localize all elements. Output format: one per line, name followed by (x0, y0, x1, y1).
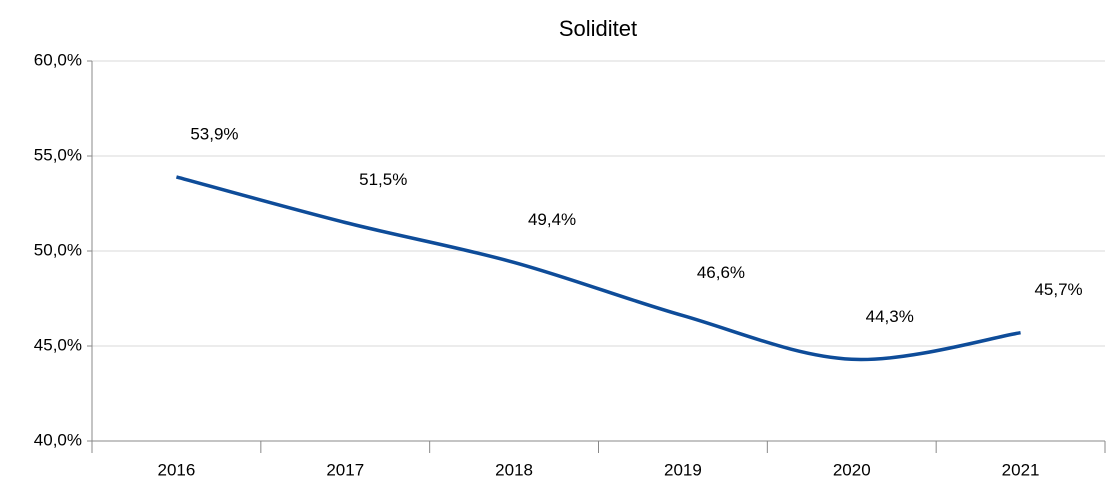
x-tick-label: 2021 (1002, 460, 1040, 479)
y-tick-label: 50,0% (34, 240, 82, 259)
y-tick-label: 55,0% (34, 145, 82, 164)
x-tick-label: 2016 (158, 460, 196, 479)
x-tick-label: 2020 (833, 460, 871, 479)
x-tick-label: 2019 (664, 460, 702, 479)
data-label: 44,3% (866, 307, 914, 326)
data-label: 51,5% (359, 170, 407, 189)
chart-title: Soliditet (559, 16, 637, 41)
y-tick-label: 60,0% (34, 50, 82, 69)
y-tick-label: 40,0% (34, 430, 82, 449)
data-label: 45,7% (1034, 280, 1082, 299)
y-tick-label: 45,0% (34, 335, 82, 354)
x-tick-label: 2017 (326, 460, 364, 479)
x-tick-label: 2018 (495, 460, 533, 479)
data-label: 49,4% (528, 210, 576, 229)
data-label: 53,9% (190, 124, 238, 143)
data-label: 46,6% (697, 263, 745, 282)
line (175, 175, 1021, 362)
